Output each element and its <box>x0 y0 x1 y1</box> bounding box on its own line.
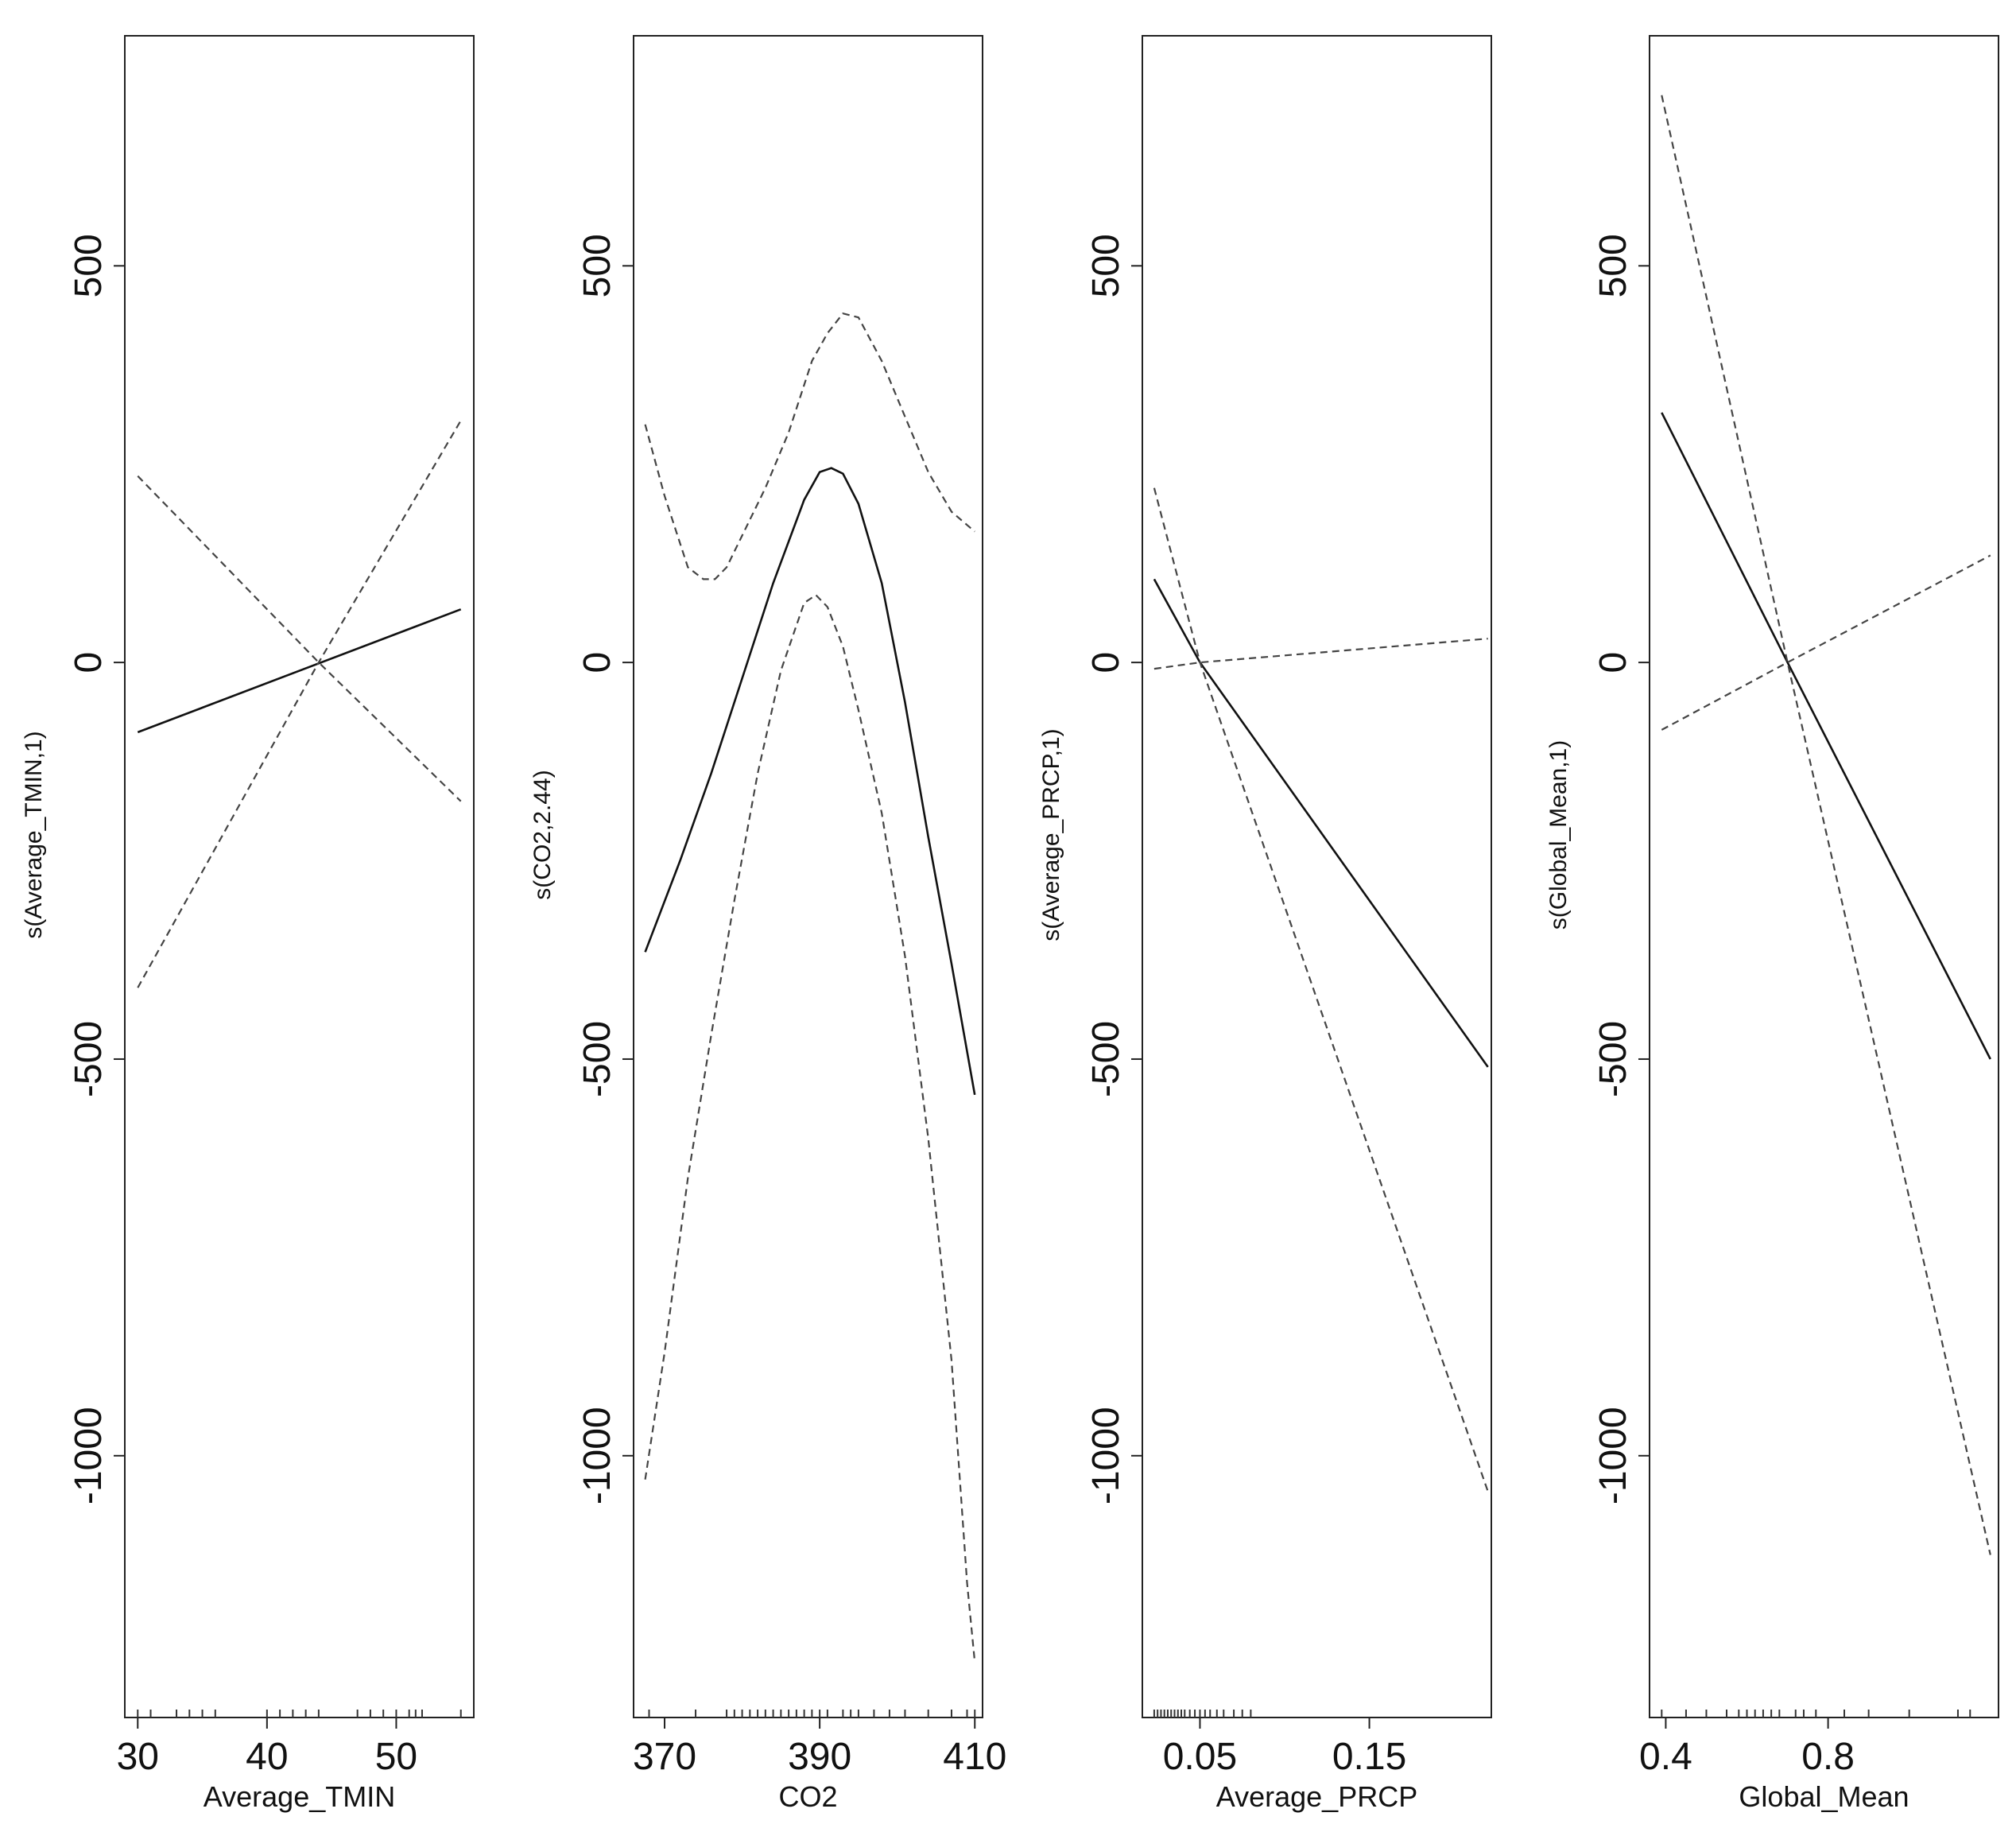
y-tick-label: 0 <box>1085 652 1127 673</box>
y-tick-label: 500 <box>576 234 618 297</box>
y-tick-label: 0 <box>576 652 618 673</box>
y-tick-label: 0 <box>68 652 110 673</box>
y-tick-label: -500 <box>576 1021 618 1097</box>
confidence-band-line <box>644 593 976 1663</box>
confidence-band-line <box>644 312 975 580</box>
y-tick-label: 0 <box>1592 652 1634 673</box>
plot-frame <box>633 35 983 1718</box>
y-axis-label: s(Global_Mean,1) <box>1545 740 1572 930</box>
y-tick-label: -1000 <box>1592 1407 1634 1504</box>
y-axis-label: s(Average_TMIN,1) <box>21 731 47 938</box>
y-axis-label: s(Average_PRCP,1) <box>1038 728 1064 941</box>
confidence-band-line <box>137 420 462 988</box>
plot-frame <box>124 35 475 1718</box>
confidence-band-line <box>1153 638 1488 670</box>
x-tick-label: 370 <box>633 1736 696 1778</box>
x-tick-label: 30 <box>117 1736 159 1778</box>
y-tick-label: 500 <box>68 234 110 297</box>
y-tick-label: -500 <box>68 1021 110 1097</box>
panel-2: 500 0 -500 -1000 370 390 410 CO2 s(CO2,2.44) <box>529 35 1006 1813</box>
x-tick-label: 0.05 <box>1163 1736 1237 1778</box>
y-tick-label: 500 <box>1085 234 1127 297</box>
x-tick-label: 50 <box>375 1736 417 1778</box>
x-tick-label: 0.4 <box>1639 1736 1692 1778</box>
smooth-fit-line <box>137 608 462 734</box>
x-tick-label: 410 <box>943 1736 1006 1778</box>
y-tick-label: 500 <box>1592 234 1634 297</box>
confidence-band-line <box>1661 554 1991 731</box>
x-tick-label: 0.15 <box>1332 1736 1406 1778</box>
x-axis-label: Average_TMIN <box>204 1780 395 1813</box>
confidence-band-line <box>1661 95 1991 1555</box>
plot-frame <box>1142 35 1492 1718</box>
y-tick-label: -1000 <box>1085 1407 1127 1504</box>
smooth-fit-line <box>1661 412 1991 1060</box>
smooth-fit-line <box>644 467 976 1096</box>
confidence-band-line <box>137 475 462 802</box>
y-tick-label: -1000 <box>576 1407 618 1504</box>
x-axis-label: Average_PRCP <box>1216 1780 1417 1813</box>
confidence-band-line <box>1153 487 1489 1492</box>
y-tick-label: -500 <box>1085 1021 1127 1097</box>
x-axis-label: Global_Mean <box>1739 1780 1909 1813</box>
x-tick-label: 0.8 <box>1801 1736 1855 1778</box>
x-tick-label: 40 <box>246 1736 288 1778</box>
y-tick-label: -1000 <box>68 1407 110 1504</box>
y-axis-label: s(CO2,2.44) <box>529 770 556 899</box>
x-tick-label: 390 <box>788 1736 851 1778</box>
plot-frame <box>1649 35 1999 1718</box>
x-axis-label: CO2 <box>778 1780 837 1813</box>
y-tick-label: -500 <box>1592 1021 1634 1097</box>
